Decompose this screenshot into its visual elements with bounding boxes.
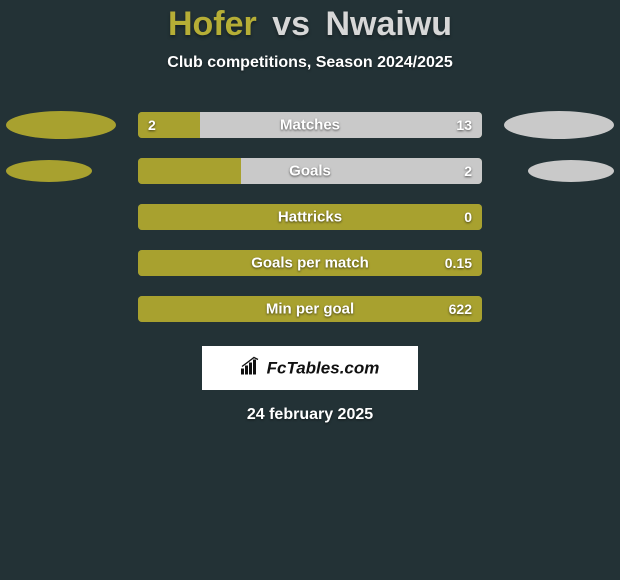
stat-bar: Goals per match0.15 bbox=[138, 250, 482, 276]
title-player1: Hofer bbox=[168, 5, 257, 43]
stat-bar: Matches213 bbox=[138, 112, 482, 138]
bar-chart-icon bbox=[241, 357, 263, 380]
comparison-rows: Matches213 Goals2 Hattricks0 Goals per matc… bbox=[0, 102, 620, 332]
stat-bar: Goals2 bbox=[138, 158, 482, 184]
stat-bar-left-fill bbox=[138, 204, 482, 230]
stat-bar-left-fill bbox=[138, 250, 482, 276]
stat-bar: Min per goal622 bbox=[138, 296, 482, 322]
stat-row: Goals per match0.15 bbox=[0, 240, 620, 286]
title-player2: Nwaiwu bbox=[325, 5, 452, 43]
stat-row: Min per goal622 bbox=[0, 286, 620, 332]
page-title: Hofer vs Nwaiwu bbox=[0, 5, 620, 44]
stat-bar-left-fill bbox=[138, 296, 482, 322]
player1-marker bbox=[6, 160, 92, 182]
player2-marker bbox=[504, 111, 614, 139]
source-badge-inner: FcTables.com bbox=[202, 357, 418, 380]
stat-bar-right-fill bbox=[200, 112, 482, 138]
player2-marker bbox=[528, 160, 614, 182]
source-badge-text: FcTables.com bbox=[267, 358, 380, 378]
stat-bar-right-fill bbox=[241, 158, 482, 184]
stat-row: Hattricks0 bbox=[0, 194, 620, 240]
subtitle: Club competitions, Season 2024/2025 bbox=[0, 54, 620, 72]
snapshot-date: 24 february 2025 bbox=[0, 406, 620, 424]
comparison-infographic: Hofer vs Nwaiwu Club competitions, Seaso… bbox=[0, 0, 620, 580]
stat-bar: Hattricks0 bbox=[138, 204, 482, 230]
player1-marker bbox=[6, 111, 116, 139]
stat-bar-left-fill bbox=[138, 112, 200, 138]
stat-row: Matches213 bbox=[0, 102, 620, 148]
stat-bar-left-fill bbox=[138, 158, 241, 184]
source-badge: FcTables.com bbox=[202, 346, 418, 390]
title-vs: vs bbox=[272, 5, 310, 43]
stat-row: Goals2 bbox=[0, 148, 620, 194]
